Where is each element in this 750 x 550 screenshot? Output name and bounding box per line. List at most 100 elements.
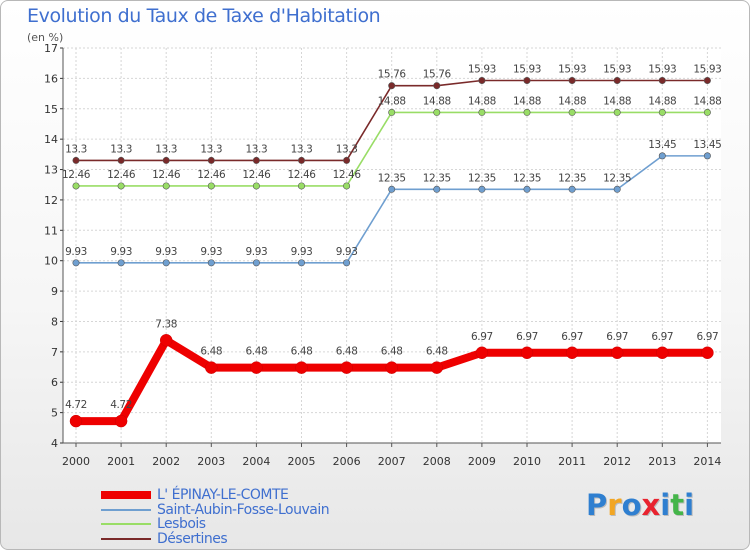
data-label: 15.93 bbox=[558, 64, 586, 76]
data-point bbox=[162, 259, 170, 267]
data-label: 14.88 bbox=[693, 95, 721, 107]
data-point bbox=[656, 346, 669, 360]
data-label: 12.46 bbox=[62, 169, 91, 181]
data-point bbox=[388, 108, 396, 116]
data-point bbox=[568, 108, 576, 116]
data-point bbox=[205, 361, 218, 374]
data-label: 9.93 bbox=[155, 246, 177, 258]
data-point bbox=[433, 108, 441, 116]
data-label: 14.88 bbox=[423, 95, 451, 107]
y-tick-label: 15 bbox=[44, 103, 58, 116]
data-label: 12.35 bbox=[603, 172, 631, 184]
data-label: 6.97 bbox=[561, 331, 583, 343]
data-label: 9.93 bbox=[246, 246, 268, 258]
data-point bbox=[703, 77, 711, 85]
data-point bbox=[658, 152, 666, 160]
data-label: 6.48 bbox=[246, 346, 268, 358]
data-label: 14.88 bbox=[648, 95, 676, 107]
data-point bbox=[343, 259, 351, 267]
logo-letter: P bbox=[586, 488, 608, 522]
y-tick-label: 12 bbox=[44, 194, 58, 207]
data-label: 9.93 bbox=[110, 246, 132, 258]
x-tick-label: 2013 bbox=[648, 455, 676, 468]
data-point bbox=[252, 156, 260, 164]
legend-label-saint-aubin: Saint-Aubin-Fosse-Louvain bbox=[157, 501, 330, 518]
data-label: 13.45 bbox=[648, 139, 676, 151]
data-label: 13.3 bbox=[155, 143, 177, 155]
data-label: 14.88 bbox=[513, 95, 541, 107]
data-point bbox=[613, 77, 621, 85]
data-point bbox=[252, 259, 260, 267]
x-tick-label: 2004 bbox=[242, 455, 270, 468]
data-label: 6.97 bbox=[471, 331, 493, 343]
data-label: 6.48 bbox=[426, 346, 448, 358]
data-point bbox=[523, 185, 531, 193]
logo-letter: o bbox=[621, 488, 642, 522]
x-tick-label: 2010 bbox=[513, 455, 541, 468]
data-point bbox=[565, 346, 579, 360]
legend-swatch-saint-aubin bbox=[101, 508, 151, 511]
data-point bbox=[433, 82, 441, 90]
y-tick-label: 13 bbox=[44, 164, 58, 177]
data-label: 14.88 bbox=[378, 95, 406, 107]
data-point bbox=[478, 185, 486, 193]
x-tick-label: 2002 bbox=[152, 455, 180, 468]
data-point bbox=[613, 185, 621, 193]
data-label: 12.46 bbox=[152, 169, 181, 181]
data-label: 12.35 bbox=[468, 172, 496, 184]
legend-item-saint-aubin: Saint-Aubin-Fosse-Louvain bbox=[101, 501, 330, 518]
data-label: 15.76 bbox=[378, 69, 407, 81]
data-label: 14.88 bbox=[468, 95, 496, 107]
data-label: 12.46 bbox=[242, 169, 271, 181]
data-point bbox=[568, 185, 576, 193]
data-point bbox=[568, 77, 576, 85]
logo-letter: i bbox=[660, 488, 671, 522]
chart-title: Evolution du Taux de Taxe d'Habitation bbox=[27, 5, 381, 27]
data-point bbox=[703, 108, 711, 116]
x-tick-label: 2005 bbox=[288, 455, 316, 468]
y-tick-label: 17 bbox=[44, 42, 58, 55]
data-label: 4.72 bbox=[110, 399, 132, 411]
logo-letter: x bbox=[641, 488, 661, 522]
data-point bbox=[388, 185, 396, 193]
y-tick-label: 6 bbox=[51, 376, 58, 389]
series-2: 12.46 12.46 12.46 12.46 12.46 12.46 12.46 14.88… bbox=[62, 95, 722, 190]
data-label: 14.88 bbox=[603, 95, 631, 107]
data-label: 9.93 bbox=[200, 246, 222, 258]
data-point bbox=[343, 182, 351, 190]
data-point bbox=[252, 182, 260, 190]
legend-item-desertines: Désertines bbox=[101, 532, 329, 547]
data-label: 12.46 bbox=[333, 169, 362, 181]
data-point bbox=[430, 361, 444, 374]
data-point bbox=[478, 77, 486, 85]
data-label: 6.48 bbox=[336, 346, 358, 358]
data-label: 12.35 bbox=[378, 172, 406, 184]
legend-item-lesbois: Lesbois bbox=[101, 517, 329, 532]
legend-swatch-desertines bbox=[101, 537, 151, 540]
legend-label-desertines: Désertines bbox=[157, 530, 228, 547]
data-label: 13.3 bbox=[110, 143, 132, 155]
data-label: 6.48 bbox=[381, 346, 403, 358]
x-tick-label: 2006 bbox=[333, 455, 361, 468]
y-tick-label: 10 bbox=[44, 255, 58, 268]
data-point bbox=[297, 156, 305, 164]
legend: L' ÉPINAY-LE-COMTE Saint-Aubin-Fosse-Lou… bbox=[101, 488, 330, 547]
proxiti-logo: Proxiti bbox=[586, 488, 694, 522]
data-point bbox=[72, 156, 80, 164]
data-label: 15.93 bbox=[468, 64, 496, 76]
data-point bbox=[701, 346, 714, 360]
data-point bbox=[388, 82, 396, 90]
y-tick-label: 9 bbox=[51, 285, 58, 298]
data-point bbox=[340, 361, 353, 374]
data-point bbox=[297, 259, 305, 267]
data-label: 14.88 bbox=[558, 95, 586, 107]
legend-swatch-lesbois bbox=[101, 523, 151, 525]
data-point bbox=[297, 182, 305, 190]
logo-letter: r bbox=[607, 488, 622, 522]
data-point bbox=[613, 108, 621, 116]
data-label: 12.46 bbox=[197, 169, 226, 181]
data-point bbox=[72, 259, 80, 267]
data-point bbox=[69, 414, 83, 428]
y-tick-label: 8 bbox=[51, 315, 58, 328]
